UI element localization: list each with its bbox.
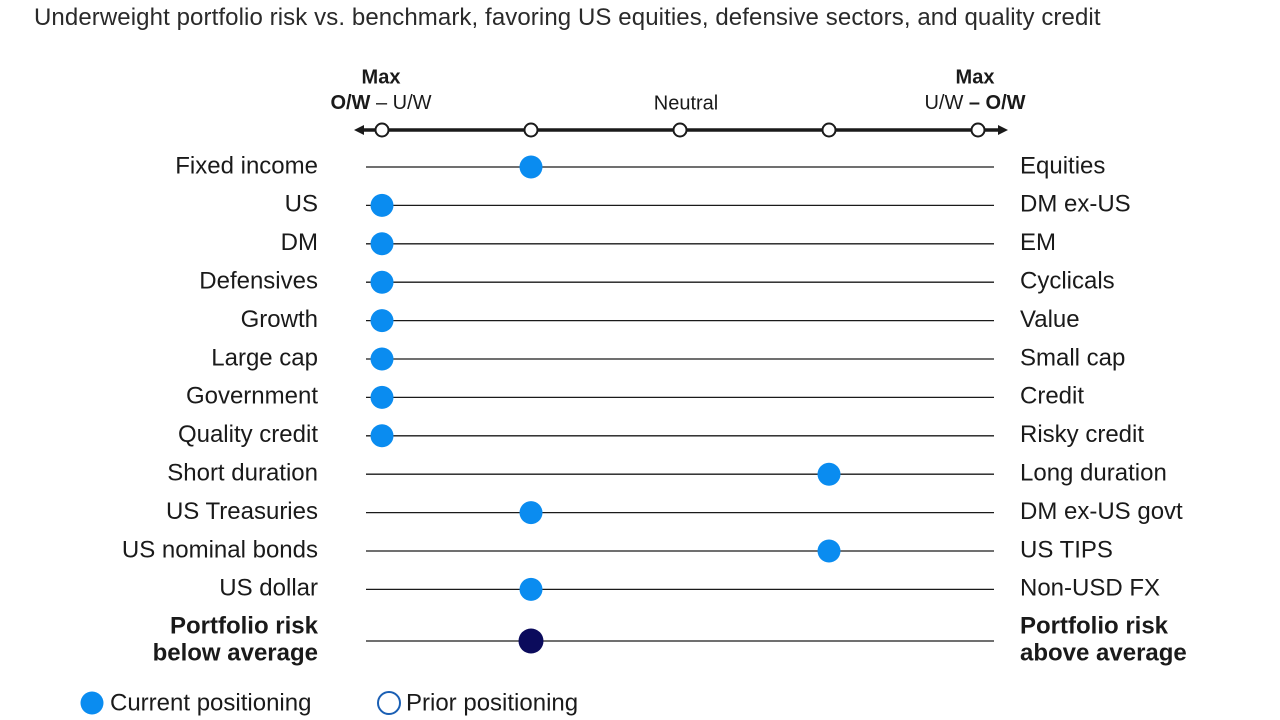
row-0: Fixed income Equities [175, 152, 1105, 179]
row-2: DM EM [281, 229, 1056, 256]
scale-neutral-label: Neutral [654, 92, 718, 114]
row-right-label: EM [1020, 229, 1056, 256]
legend-current-label: Current positioning [110, 689, 311, 716]
row-5: Large cap Small cap [211, 344, 1125, 371]
scale-tick-2 [970, 122, 986, 138]
legend-prior-swatch [377, 691, 401, 715]
summary-left-label-2: below average [153, 639, 318, 666]
scale-tick--2 [374, 122, 390, 138]
axis-header: Max O/W – U/W Neutral Max U/W – O/W [330, 66, 1026, 138]
row-right-label: Value [1020, 306, 1080, 333]
row-right-label: US TIPS [1020, 536, 1113, 563]
row-right-label: Credit [1020, 383, 1084, 410]
row-right-label: Cyclicals [1020, 268, 1115, 295]
current-position-dot [817, 539, 841, 563]
row-right-label: Equities [1020, 152, 1105, 179]
rows: Fixed income Equities US DM ex-US DM EM Defens… [122, 152, 1187, 666]
scale-right-max-label: Max [956, 66, 995, 88]
row-right-label: DM ex-US [1020, 191, 1131, 218]
scale-left-max-label: Max [362, 66, 401, 88]
legend-current-swatch [80, 691, 104, 715]
current-position-dot [370, 193, 394, 217]
row-6: Government Credit [186, 383, 1084, 410]
row-left-label: US [285, 191, 318, 218]
row-11: US dollar Non-USD FX [219, 575, 1160, 602]
current-position-dot [519, 155, 543, 179]
summary-position-dot [518, 628, 544, 654]
row-right-label: Long duration [1020, 460, 1167, 487]
scale-tick-1 [821, 122, 837, 138]
row-right-label: Small cap [1020, 344, 1125, 371]
legend-prior-label: Prior positioning [406, 689, 578, 716]
scale-tick-0 [672, 122, 688, 138]
row-right-label: DM ex-US govt [1020, 498, 1183, 525]
current-position-dot [370, 309, 394, 333]
row-left-label: Large cap [211, 344, 318, 371]
row-3: Defensives Cyclicals [199, 268, 1114, 295]
current-position-dot [817, 462, 841, 486]
row-left-label: Short duration [167, 460, 318, 487]
chart-title: Underweight portfolio risk vs. benchmark… [34, 4, 1101, 31]
row-left-label: Fixed income [175, 152, 318, 179]
current-position-dot [370, 385, 394, 409]
current-position-dot [370, 424, 394, 448]
scale-left-end-label: O/W – U/W [330, 92, 431, 114]
row-left-label: US Treasuries [166, 498, 318, 525]
row-left-label: Quality credit [178, 421, 318, 448]
current-position-dot [370, 270, 394, 294]
row-left-label: US dollar [219, 575, 318, 602]
summary-right-label-2: above average [1020, 639, 1187, 666]
current-position-dot [519, 501, 543, 525]
current-position-dot [370, 347, 394, 371]
row-7: Quality credit Risky credit [178, 421, 1144, 448]
scale-right-uw: U/W [924, 92, 968, 114]
row-left-label: Government [186, 383, 318, 410]
scale-right-end-label: U/W – O/W [924, 92, 1025, 114]
scale-left-uw: – U/W [370, 92, 431, 114]
current-position-dot [519, 577, 543, 601]
row-left-label: US nominal bonds [122, 536, 318, 563]
current-position-dot [370, 232, 394, 256]
row-8: Short duration Long duration [167, 460, 1167, 487]
row-left-label: DM [281, 229, 318, 256]
scale-tick--1 [523, 122, 539, 138]
row-9: US Treasuries DM ex-US govt [166, 498, 1183, 525]
row-right-label: Non-USD FX [1020, 575, 1160, 602]
row-10: US nominal bonds US TIPS [122, 536, 1113, 563]
row-1: US DM ex-US [285, 191, 1131, 218]
row-4: Growth Value [241, 306, 1080, 333]
scale-left-ow: O/W [330, 92, 370, 114]
row-left-label: Growth [241, 306, 318, 333]
summary-right-label-1: Portfolio risk [1020, 612, 1169, 639]
legend: Current positioning Prior positioning [80, 689, 578, 716]
row-left-label: Defensives [199, 268, 318, 295]
row-right-label: Risky credit [1020, 421, 1144, 448]
scale-right-ow: – O/W [969, 92, 1026, 114]
summary-left-label-1: Portfolio risk [170, 612, 319, 639]
